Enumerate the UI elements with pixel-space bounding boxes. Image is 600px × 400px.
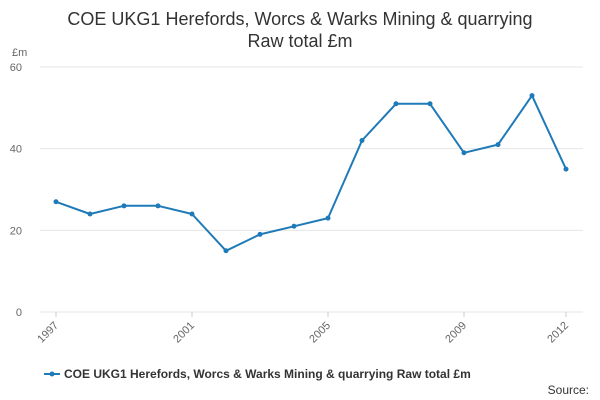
data-point[interactable]: [87, 211, 93, 217]
x-axis-ticks: 1997 2001 2005 2009 2012: [35, 312, 571, 345]
chart-title-line-2: Raw total £m: [247, 31, 352, 51]
data-point[interactable]: [495, 142, 501, 148]
x-tick-label: 2009: [443, 320, 469, 346]
x-tick-label: 2012: [545, 320, 571, 346]
gridlines: [40, 66, 583, 313]
data-point[interactable]: [223, 248, 229, 254]
x-tick-label: 2005: [307, 320, 333, 346]
data-point[interactable]: [427, 101, 433, 107]
data-point[interactable]: [155, 203, 161, 209]
legend-swatch-marker: [49, 371, 55, 377]
data-point[interactable]: [529, 93, 535, 99]
data-point[interactable]: [563, 166, 569, 172]
chart-title-line-1: COE UKG1 Herefords, Worcs & Warks Mining…: [67, 9, 532, 29]
series-line: [55, 94, 567, 252]
x-tick-label: 2001: [171, 320, 197, 346]
chart-title: COE UKG1 Herefords, Worcs & Warks Mining…: [67, 9, 532, 51]
legend-series-label: COE UKG1 Herefords, Worcs & Warks Mining…: [64, 367, 471, 381]
series-group: [53, 93, 569, 254]
data-point[interactable]: [291, 223, 297, 229]
y-axis-ticks: 0 20 40 60: [10, 62, 22, 319]
y-tick-label: 0: [16, 307, 22, 319]
y-tick-label: 20: [10, 225, 22, 237]
y-axis-unit-label: £m: [12, 47, 27, 59]
y-tick-label: 60: [10, 62, 22, 74]
data-point[interactable]: [325, 215, 331, 221]
source-credit: Source:: [548, 383, 589, 397]
data-point[interactable]: [121, 203, 127, 209]
data-point[interactable]: [257, 231, 263, 237]
data-point[interactable]: [461, 150, 467, 156]
data-point[interactable]: [359, 138, 365, 143]
y-tick-label: 40: [10, 144, 22, 156]
data-point[interactable]: [53, 199, 59, 205]
data-point[interactable]: [189, 211, 195, 217]
data-point[interactable]: [393, 101, 399, 107]
legend[interactable]: COE UKG1 Herefords, Worcs & Warks Mining…: [44, 367, 471, 381]
x-tick-label: 1997: [35, 320, 61, 346]
